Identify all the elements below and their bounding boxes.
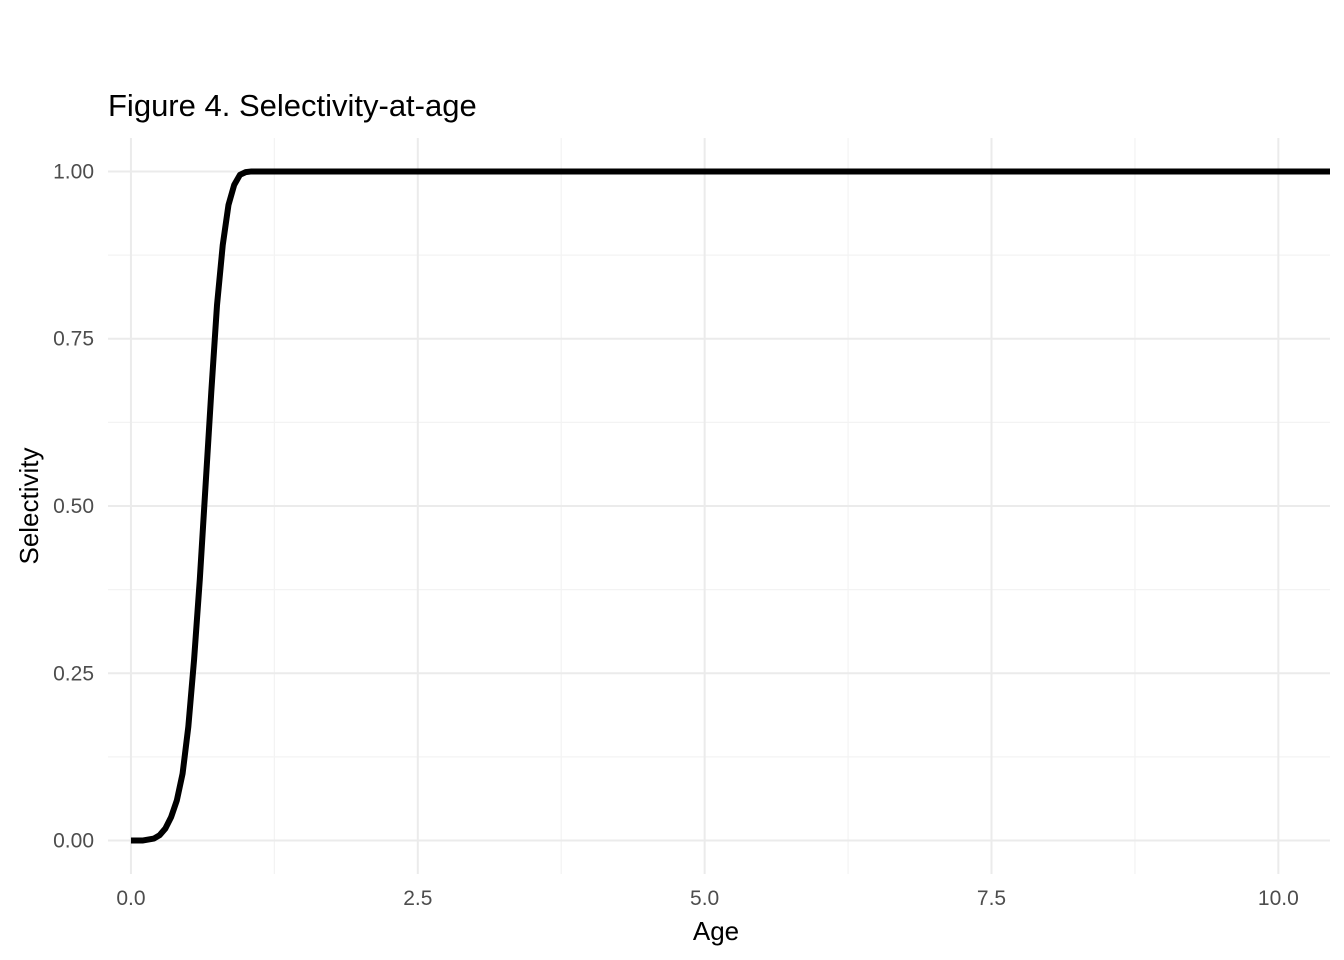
x-tick-label-2: 5.0 [690, 887, 719, 910]
x-tick-label-4: 10.0 [1258, 887, 1299, 910]
x-tick-label-1: 2.5 [403, 887, 432, 910]
y-tick-label-4: 1.00 [53, 160, 94, 183]
x-tick-label-3: 7.5 [977, 887, 1006, 910]
series-layer [130, 168, 1330, 844]
chart-title: Figure 4. Selectivity-at-age [108, 88, 477, 123]
y-tick-label-2: 0.50 [53, 495, 94, 518]
y-axis-title: Selectivity [14, 447, 44, 564]
y-tick-label-0: 0.00 [53, 830, 94, 853]
x-tick-label-0: 0.0 [116, 887, 145, 910]
y-tick-label-1: 0.25 [53, 662, 94, 685]
x-axis-title: Age [693, 916, 739, 946]
y-tick-label-3: 0.75 [53, 328, 94, 351]
series-line-0 [130, 168, 1330, 844]
grid-layer [108, 138, 1330, 874]
axis-labels-layer: 0.0 2.5 5.0 7.5 10.0 0.00 0.25 0.50 0.75 1.00 [53, 160, 1299, 910]
